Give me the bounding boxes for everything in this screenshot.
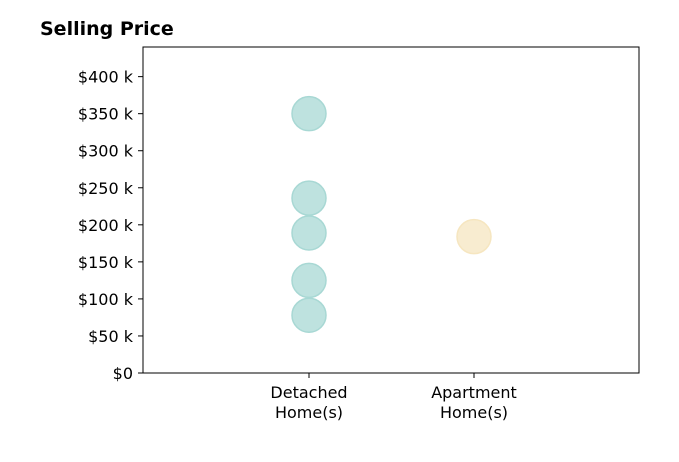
data-point xyxy=(291,95,327,132)
data-points xyxy=(291,95,492,333)
x-tick-label: Detached Home(s) xyxy=(270,383,347,422)
data-point xyxy=(291,180,327,216)
data-point xyxy=(291,297,327,333)
y-tick-label: $300 k xyxy=(78,142,134,161)
y-tick-label: $150 k xyxy=(78,253,134,272)
y-axis: $0 $50 k $100 k $150 k $200 k $250 k $300 k $35… xyxy=(78,68,143,383)
x-axis: Detached Home(s) Apartment Home(s) xyxy=(270,373,517,422)
data-point xyxy=(291,215,327,251)
plot-area-frame xyxy=(142,46,640,374)
y-tick-label: $100 k xyxy=(78,290,134,309)
y-tick-label: $50 k xyxy=(88,327,134,346)
chart-title: Selling Price xyxy=(40,18,174,40)
y-tick-label: $250 k xyxy=(78,179,134,198)
y-tick-label: $200 k xyxy=(78,216,134,235)
x-tick-label: Apartment Home(s) xyxy=(431,383,517,422)
data-point xyxy=(456,218,492,255)
data-point xyxy=(291,262,327,299)
y-tick-label: $0 xyxy=(113,364,133,383)
y-tick-label: $400 k xyxy=(78,68,134,87)
y-tick-label: $350 k xyxy=(78,105,134,124)
